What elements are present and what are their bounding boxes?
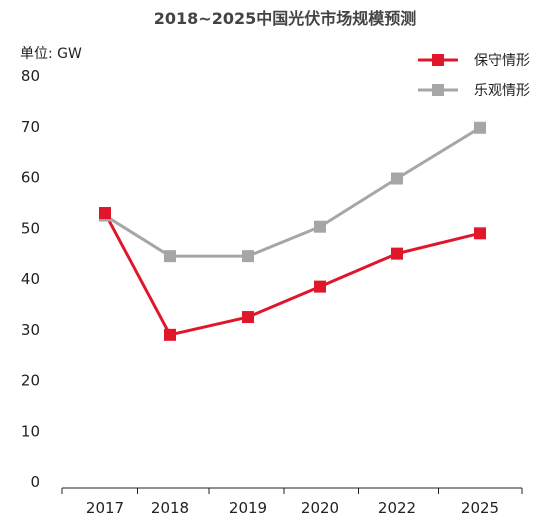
- y-tick-label: 50: [21, 219, 40, 237]
- data-point-optimistic: [164, 250, 176, 263]
- legend-label-conservative: 保守情形: [474, 53, 530, 69]
- y-tick-label: 70: [21, 118, 40, 136]
- x-tick-label: 2022: [378, 499, 416, 517]
- legend-label-optimistic: 乐观情形: [474, 83, 530, 99]
- data-point-conservative: [314, 280, 326, 293]
- y-tick-label: 20: [21, 372, 40, 390]
- legend-item-optimistic: 乐观情形: [418, 83, 530, 99]
- data-point-conservative: [474, 227, 486, 240]
- data-point-optimistic: [314, 220, 326, 233]
- x-axis-tick-marks: [61, 488, 523, 494]
- data-point-optimistic: [474, 121, 486, 134]
- data-point-optimistic: [391, 172, 403, 185]
- y-tick-label: 80: [21, 67, 40, 85]
- x-tick-label: 2025: [461, 499, 499, 517]
- x-tick-label: 2017: [86, 499, 124, 517]
- x-tick-label: 2018: [151, 499, 189, 517]
- series-lines: [103, 126, 481, 337]
- y-tick-label: 30: [21, 321, 40, 339]
- y-tick-label: 40: [21, 270, 40, 288]
- chart-title: 2018~2025中国光伏市场规模预测: [154, 9, 416, 28]
- legend: 保守情形 乐观情形: [418, 53, 530, 99]
- data-point-conservative: [242, 311, 254, 324]
- unit-label: 单位: GW: [20, 46, 82, 62]
- data-point-conservative: [164, 328, 176, 341]
- x-tick-label: 2019: [229, 499, 267, 517]
- legend-item-conservative: 保守情形: [418, 53, 530, 69]
- data-point-conservative: [391, 247, 403, 260]
- x-tick-label: 2020: [301, 499, 339, 517]
- data-point-optimistic: [242, 250, 254, 263]
- series-points: [99, 121, 486, 341]
- y-tick-label: 10: [21, 422, 40, 440]
- legend-marker-conservative: [432, 54, 444, 66]
- y-tick-label: 0: [30, 473, 40, 491]
- y-axis-ticks: 0 10 20 30 40 50 60 70 80: [21, 67, 40, 491]
- series-line-optimistic: [104, 126, 481, 258]
- y-tick-label: 60: [21, 169, 40, 187]
- series-line-conservative: [103, 212, 481, 337]
- legend-marker-optimistic: [432, 84, 444, 96]
- data-point-conservative: [99, 207, 111, 220]
- x-axis-labels: 2017 2018 2019 2020 2022 2025: [86, 499, 499, 517]
